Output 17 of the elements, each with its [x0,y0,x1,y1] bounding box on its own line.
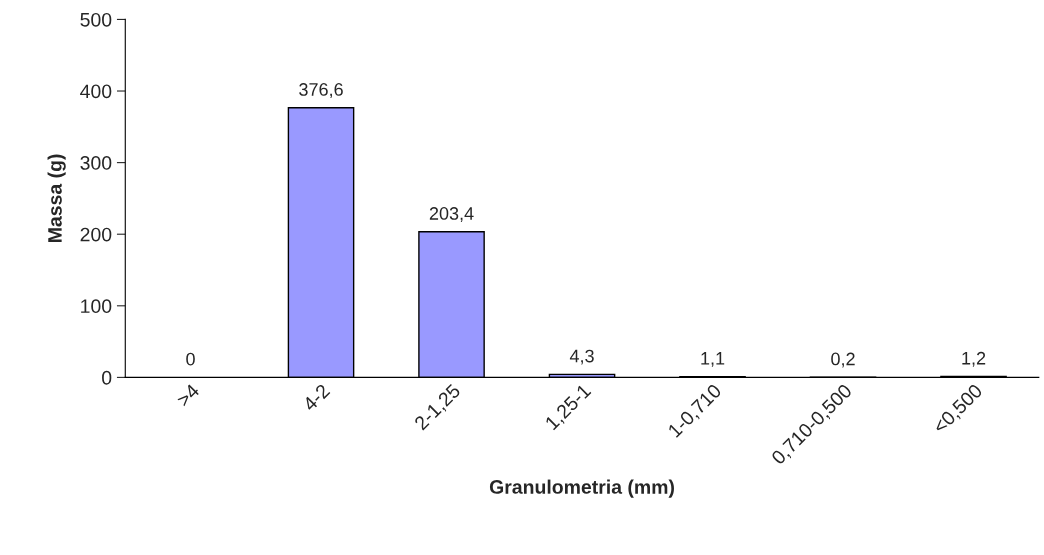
data-label: 376,6 [299,83,343,98]
y-tick-label: 300 [80,156,112,170]
data-label: 1,2 [962,351,986,367]
x-tick-label: >4 [176,383,201,408]
y-tick-label: 200 [80,227,112,242]
data-label: 0 [186,352,195,366]
data-label: 4,3 [569,349,594,365]
data-label: 203,4 [429,207,474,223]
x-axis-title: Granulometria (mm) [489,479,674,498]
data-label: 0,2 [831,352,855,368]
y-tick-label: 400 [80,84,112,99]
y-tick-label: 0 [102,370,112,385]
y-tick-label: 500 [80,12,112,27]
y-axis-title: Massa (g) [47,154,66,242]
y-tick-label: 100 [81,299,112,314]
x-tick-label: 4-2 [301,383,331,412]
data-label: 1,1 [701,352,725,367]
